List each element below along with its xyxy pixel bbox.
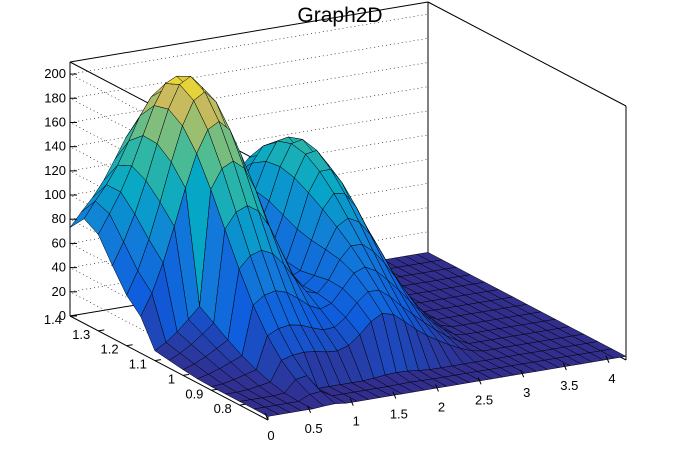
x-tick bbox=[605, 355, 610, 364]
y-tick-label: 1.3 bbox=[72, 327, 90, 342]
y-tick bbox=[183, 373, 190, 376]
x-tick-label: 2 bbox=[438, 399, 445, 414]
z-tick-label: 40 bbox=[52, 260, 66, 275]
x-tick-label: 3 bbox=[523, 385, 530, 400]
y-tick bbox=[239, 403, 246, 406]
y-tick-label: 1.2 bbox=[100, 342, 118, 357]
x-tick-label: 3.5 bbox=[560, 378, 578, 393]
z-tick-label: 200 bbox=[44, 66, 66, 81]
y-tick-label: 1.4 bbox=[44, 312, 62, 327]
surface-mesh bbox=[69, 75, 627, 417]
x-tick-label: 1.5 bbox=[390, 407, 408, 422]
y-axis: 0.8 0.9 1 1.1 1.2 1.3 1.4 bbox=[44, 312, 246, 416]
y-tick-label: 0.8 bbox=[214, 401, 232, 416]
z-tick-label: 60 bbox=[52, 235, 66, 250]
x-tick bbox=[562, 362, 567, 371]
x-tick bbox=[435, 384, 439, 392]
z-tick-label: 120 bbox=[44, 163, 66, 178]
x-tick bbox=[349, 398, 354, 406]
z-axis: 0 20 40 60 80 100 120 140 160 180 200 bbox=[44, 66, 77, 323]
x-tick-label: 4 bbox=[608, 371, 615, 386]
y-tick-label: 1 bbox=[168, 371, 175, 386]
x-tick bbox=[264, 412, 269, 421]
z-tick-label: 20 bbox=[52, 284, 66, 299]
z-tick-label: 160 bbox=[44, 114, 66, 129]
x-tick-label: 1 bbox=[353, 414, 360, 429]
z-tick-label: 80 bbox=[52, 211, 66, 226]
y-tick-label: 1.1 bbox=[129, 357, 147, 372]
x-tick-label: 0 bbox=[267, 428, 274, 443]
z-tick-label: 140 bbox=[44, 139, 66, 154]
x-tick bbox=[520, 369, 525, 378]
x-tick-label: 2.5 bbox=[475, 392, 493, 407]
x-axis: 0 0.5 1 1.5 2 2.5 3 3.5 4 bbox=[264, 355, 616, 443]
x-tick bbox=[392, 391, 397, 399]
y-tick bbox=[69, 314, 77, 317]
y-tick bbox=[211, 388, 218, 391]
z-tick-label: 0 bbox=[59, 308, 66, 323]
x-tick bbox=[477, 377, 482, 385]
z-tick-label: 180 bbox=[44, 90, 66, 105]
z-tick-label: 100 bbox=[44, 187, 66, 202]
surface-cell bbox=[599, 348, 627, 359]
y-tick bbox=[98, 329, 105, 332]
y-tick bbox=[126, 344, 133, 347]
x-tick-label: 0.5 bbox=[305, 421, 323, 436]
chart-title: Graph2D bbox=[297, 4, 382, 27]
x-tick bbox=[307, 405, 312, 414]
y-tick-label: 0.9 bbox=[185, 386, 203, 401]
y-tick bbox=[154, 359, 161, 362]
